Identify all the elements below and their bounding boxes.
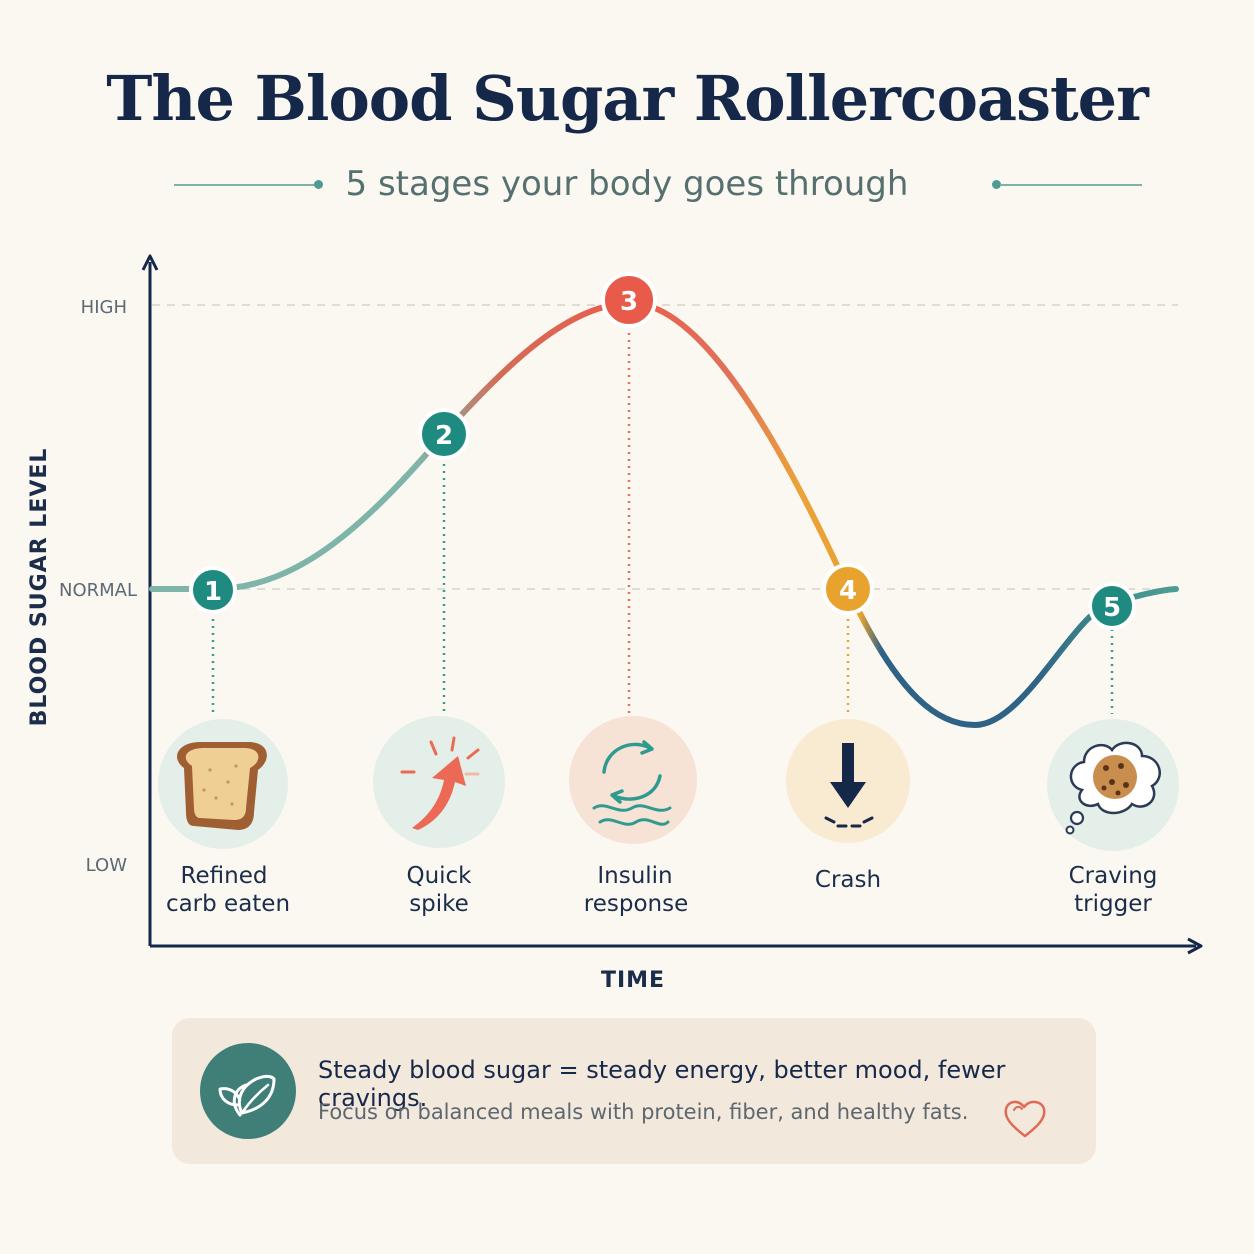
stage-number-2: 2: [435, 421, 453, 451]
subtitle-row: 5 stages your body goes through: [0, 160, 1254, 210]
stage-label-1-line2: carb eaten: [166, 891, 290, 917]
stage-marker-2: 2: [418, 408, 470, 460]
stage-label-5-line1: Craving: [1069, 863, 1158, 889]
crash-arrow-icon: [786, 719, 910, 843]
stage-marker-4: 4: [822, 563, 874, 615]
page-subtitle: 5 stages your body goes through: [345, 164, 909, 204]
stage-marker-5: 5: [1088, 582, 1136, 630]
subtitle-left-line: [174, 184, 316, 186]
stage-label-3-line1: Insulin: [597, 863, 672, 889]
y-tick-normal: NORMAL: [59, 580, 137, 601]
stage-number-4: 4: [839, 576, 857, 606]
stage-marker-1: 1: [189, 566, 237, 614]
page-title: The Blood Sugar Rollercoaster: [106, 62, 1149, 135]
subtitle-right-dot: [992, 180, 1001, 189]
x-axis-arrow: [1187, 937, 1203, 955]
stage-number-5: 5: [1103, 593, 1121, 623]
y-axis-arrow: [141, 254, 159, 271]
stage-label-1-line1: Refined: [181, 863, 268, 889]
heart-icon: [1004, 1100, 1046, 1138]
stage-label-2-line1: Quick: [406, 863, 472, 889]
y-tick-low: LOW: [86, 855, 128, 876]
toast-icon: [158, 719, 288, 849]
stage-label-3-line2: response: [584, 891, 688, 917]
subtitle-right-line: [1000, 184, 1142, 186]
leaf-icon: [200, 1043, 296, 1139]
stage-label-4-line1: Crash: [815, 867, 881, 893]
stage-number-1: 1: [204, 577, 222, 607]
cookie-thought-icon: [1047, 719, 1179, 851]
spike-arrow-icon: [373, 716, 505, 848]
stage-number-3: 3: [620, 287, 638, 317]
blood-sugar-curve: [149, 299, 1179, 729]
stage-label-2-line2: spike: [409, 891, 469, 917]
insulin-cycle-icon: [569, 716, 697, 844]
takeaway-callout: Steady blood sugar = steady energy, bett…: [172, 1018, 1096, 1164]
callout-sub-text: Focus on balanced meals with protein, fi…: [318, 1100, 969, 1124]
x-axis-title: TIME: [601, 968, 665, 993]
stage-label-5-line2: trigger: [1074, 891, 1152, 917]
stage-marker-3: 3: [601, 272, 657, 328]
y-tick-high: HIGH: [81, 297, 127, 318]
y-axis-title: BLOOD SUGAR LEVEL: [27, 448, 52, 727]
callout-main-text: Steady blood sugar = steady energy, bett…: [318, 1056, 1006, 1112]
rollercoaster-chart: HIGH NORMAL LOW BLOOD SUGAR LEVEL TIME 1…: [27, 254, 1203, 993]
subtitle-left-dot: [314, 180, 323, 189]
